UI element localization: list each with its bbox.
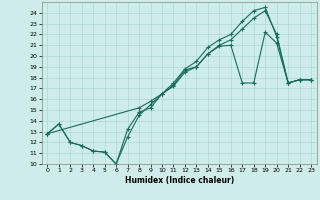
X-axis label: Humidex (Indice chaleur): Humidex (Indice chaleur) bbox=[124, 176, 234, 185]
